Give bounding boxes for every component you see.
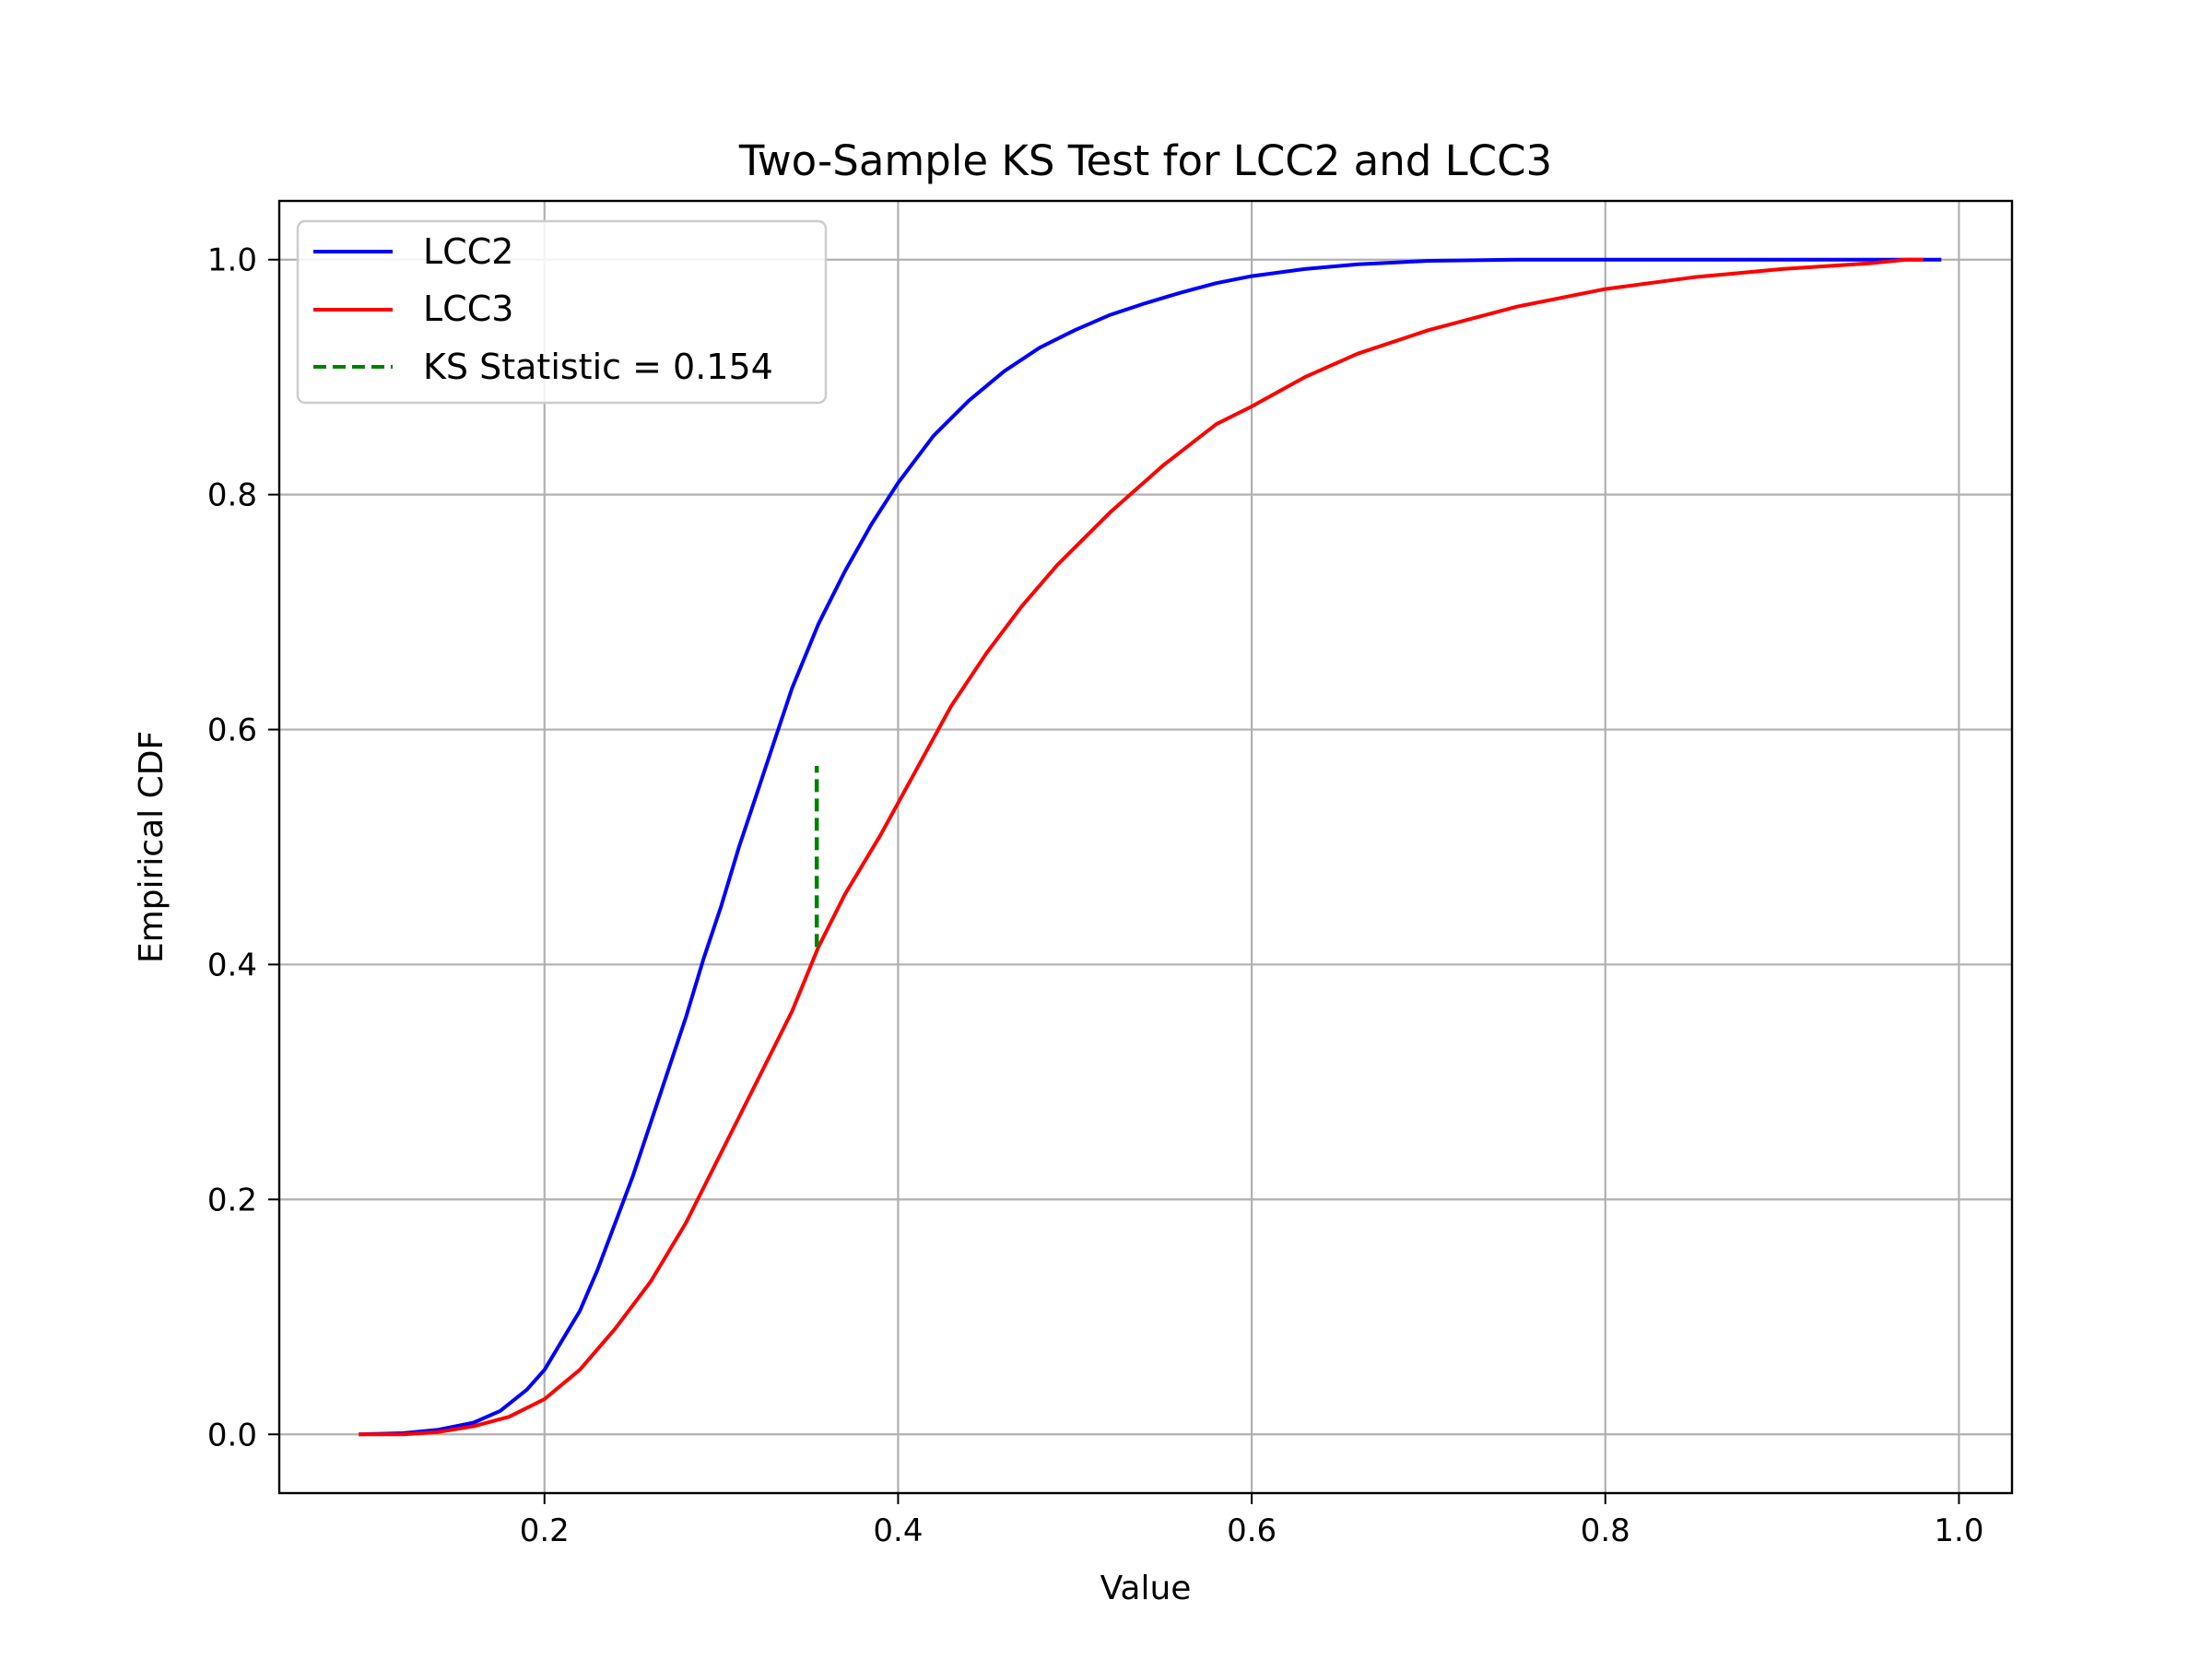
x-tick-label: 0.4 bbox=[873, 1512, 923, 1549]
x-tick-label: 1.0 bbox=[1934, 1512, 1983, 1549]
tick-marks bbox=[268, 258, 1960, 1504]
legend: LCC2 LCC3 KS Statistic = 0.154 bbox=[296, 219, 828, 405]
tick-labels: 0.2 0.4 0.6 0.8 1.0 0.0 0.2 0.4 0.6 0.8 1.0 bbox=[207, 242, 1984, 1549]
y-tick-label: 0.6 bbox=[207, 712, 257, 749]
x-tick-label: 0.2 bbox=[520, 1512, 570, 1549]
plot-frame bbox=[277, 199, 2014, 1495]
series-layer bbox=[359, 257, 1942, 1437]
series-line-lcc3 bbox=[359, 257, 1924, 1437]
legend-label-lcc3: LCC3 bbox=[423, 288, 513, 329]
x-axis-label: Value bbox=[1100, 1570, 1192, 1607]
y-axis-label: Empirical CDF bbox=[133, 731, 171, 963]
y-tick-label: 0.4 bbox=[207, 947, 257, 983]
series-line-lcc2 bbox=[359, 257, 1942, 1437]
y-tick-label: 0.0 bbox=[207, 1417, 257, 1453]
x-tick-label: 0.6 bbox=[1227, 1512, 1277, 1549]
y-tick-label: 1.0 bbox=[207, 242, 257, 279]
chart-title: Two-Sample KS Test for LCC2 and LCC3 bbox=[738, 136, 1552, 185]
legend-label-ks: KS Statistic = 0.154 bbox=[423, 347, 773, 387]
legend-box bbox=[296, 219, 828, 405]
x-tick-label: 0.8 bbox=[1581, 1512, 1630, 1549]
y-tick-label: 0.2 bbox=[207, 1182, 257, 1218]
y-tick-label: 0.8 bbox=[207, 477, 257, 514]
legend-label-lcc2: LCC2 bbox=[423, 231, 513, 272]
